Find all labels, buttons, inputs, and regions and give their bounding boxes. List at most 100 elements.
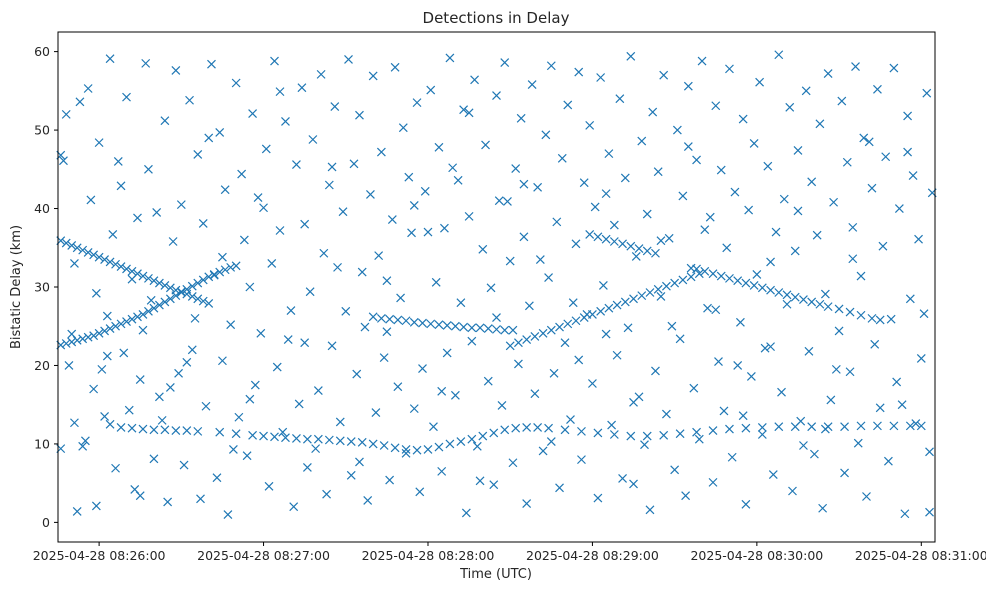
data-point <box>719 406 729 416</box>
data-point <box>111 321 120 331</box>
data-point <box>820 289 830 299</box>
data-point <box>91 501 101 511</box>
data-point <box>834 304 844 314</box>
data-point <box>234 412 244 422</box>
data-point <box>160 425 170 435</box>
data-point <box>478 244 488 254</box>
data-point <box>815 119 825 129</box>
data-point <box>124 405 134 415</box>
data-point <box>585 120 595 130</box>
data-point <box>379 353 389 363</box>
data-point <box>467 336 477 346</box>
data-point <box>387 215 397 224</box>
data-point <box>61 238 71 248</box>
data-point <box>609 220 619 230</box>
y-tick-label: 0 <box>42 515 50 530</box>
data-point <box>152 208 162 217</box>
data-point <box>519 232 529 242</box>
data-point <box>516 113 526 123</box>
data-point <box>557 153 567 163</box>
data-point <box>78 245 88 255</box>
data-point <box>245 282 255 292</box>
data-point <box>207 59 216 69</box>
data-point <box>530 389 540 399</box>
data-point <box>165 283 175 293</box>
data-point <box>763 161 773 171</box>
data-point <box>294 399 304 409</box>
data-point <box>256 328 266 338</box>
data-point <box>812 230 822 240</box>
data-point <box>864 137 874 147</box>
data-point <box>651 248 660 258</box>
data-point <box>127 423 137 433</box>
data-point <box>618 474 627 483</box>
data-point <box>881 152 891 162</box>
data-point <box>692 155 701 165</box>
data-point <box>201 401 211 411</box>
data-point <box>925 447 934 457</box>
data-point <box>560 338 570 348</box>
data-point <box>215 427 225 437</box>
data-point <box>700 266 710 276</box>
data-point <box>659 430 669 440</box>
data-point <box>700 225 710 235</box>
data-point <box>182 357 192 367</box>
data-point <box>829 197 839 207</box>
data-point <box>744 205 754 215</box>
data-point <box>220 265 230 275</box>
data-point <box>116 262 126 272</box>
data-point <box>154 300 164 310</box>
data-point <box>275 226 285 235</box>
data-point <box>593 493 603 503</box>
data-point <box>138 424 148 434</box>
data-point <box>338 207 348 217</box>
data-point <box>67 329 77 339</box>
data-point <box>703 303 712 313</box>
data-point <box>681 491 691 501</box>
data-point <box>867 313 877 323</box>
data-point <box>645 505 655 515</box>
data-point <box>346 437 356 446</box>
data-point <box>308 135 318 144</box>
plot-area <box>58 32 935 542</box>
data-point <box>70 259 79 268</box>
data-point <box>253 193 263 202</box>
data-point <box>275 87 285 97</box>
data-point <box>182 284 192 294</box>
data-point <box>708 426 718 436</box>
data-point <box>867 183 877 193</box>
y-axis-label: Bistatic Delay (km) <box>9 225 24 349</box>
data-point <box>313 386 323 395</box>
data-point <box>483 376 493 386</box>
data-point <box>648 107 658 117</box>
data-point <box>875 315 885 325</box>
data-point <box>642 431 652 441</box>
y-tick-label: 40 <box>34 201 50 216</box>
data-point <box>489 428 499 438</box>
data-point <box>223 510 233 519</box>
data-point <box>670 278 680 288</box>
data-point <box>500 325 510 335</box>
data-point <box>409 317 419 327</box>
data-point <box>376 147 386 157</box>
data-point <box>472 441 482 451</box>
data-point <box>801 86 811 96</box>
data-point <box>716 271 726 281</box>
data-point <box>514 359 523 369</box>
data-point <box>667 321 677 331</box>
data-point <box>626 51 636 61</box>
data-point <box>355 457 364 467</box>
data-point <box>626 241 636 251</box>
data-point <box>820 424 830 434</box>
y-axis-ticks: 0 10 20 30 40 50 60 <box>34 44 58 530</box>
data-point <box>412 445 422 455</box>
data-point <box>91 288 101 298</box>
data-point <box>637 136 647 146</box>
data-point <box>313 434 323 444</box>
data-point <box>840 422 849 432</box>
data-point <box>245 394 255 404</box>
data-point <box>78 334 88 344</box>
data-point <box>508 325 518 335</box>
data-point <box>448 163 458 173</box>
